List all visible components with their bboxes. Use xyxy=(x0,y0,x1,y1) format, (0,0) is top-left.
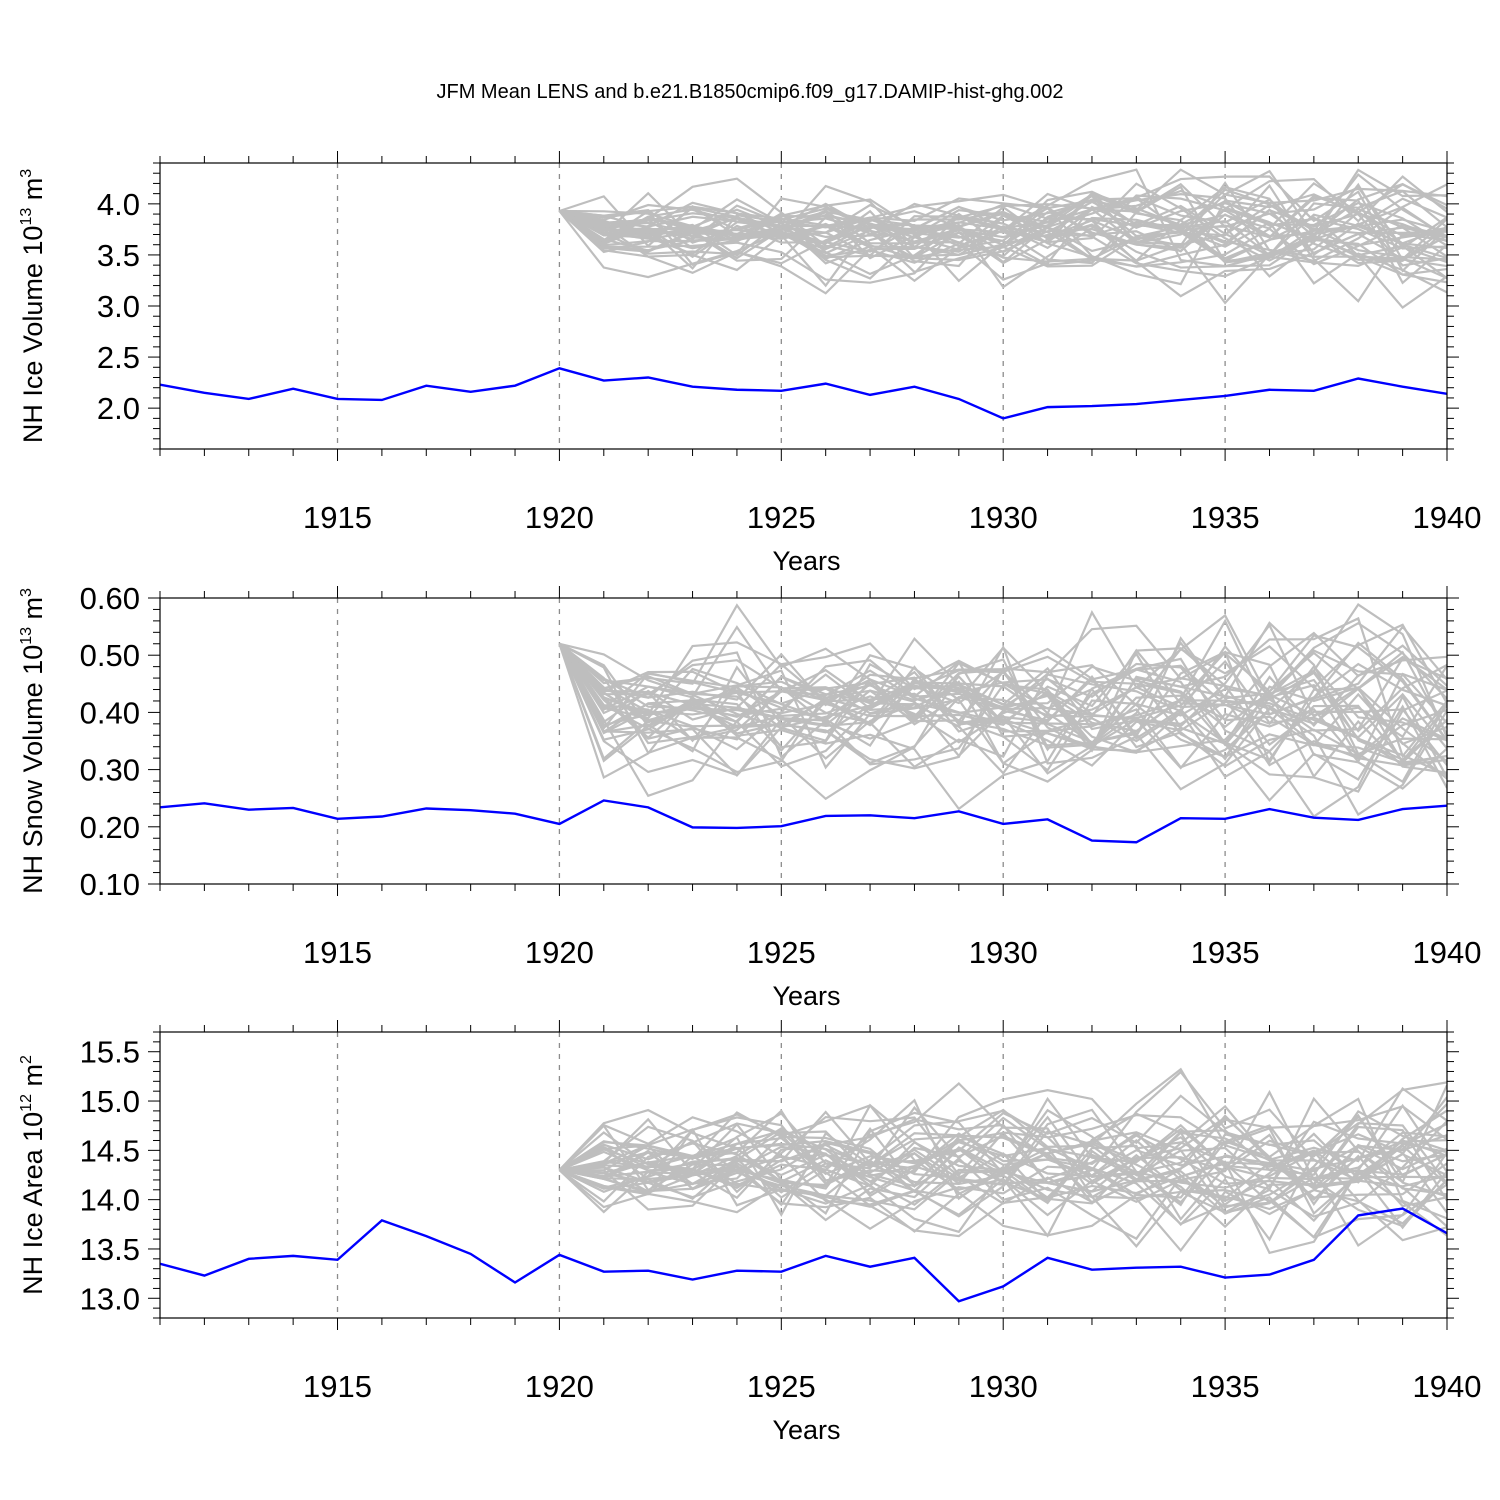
x-tick-label: 1925 xyxy=(747,935,816,970)
y-tick-label: 3.0 xyxy=(97,289,140,324)
ensemble-member-line xyxy=(558,194,1447,258)
ensemble-member-line xyxy=(559,1067,1447,1218)
y-axis-title-part: 3 xyxy=(18,169,35,178)
y-tick-label: 2.0 xyxy=(97,391,140,426)
x-tick-label: 1925 xyxy=(747,1369,816,1404)
x-tick-label: 1940 xyxy=(1413,500,1482,535)
ensemble-member-line xyxy=(558,183,1447,264)
ensemble-lines xyxy=(558,168,1447,310)
y-tick-label: 14.5 xyxy=(80,1133,140,1168)
ensemble-member-line xyxy=(559,1130,1447,1238)
x-tick-label: 1930 xyxy=(969,935,1038,970)
y-axis-title-part: 3 xyxy=(18,588,35,597)
ensemble-member-line xyxy=(559,197,1447,310)
ensemble-member-line xyxy=(558,643,1447,770)
x-tick-label: 1920 xyxy=(525,500,594,535)
ensemble-member-line xyxy=(558,616,1447,759)
y-axis-title-part: NH Ice Volume 10 xyxy=(18,226,48,444)
x-axis-title: Years xyxy=(772,981,840,1011)
y-tick-label: 13.0 xyxy=(80,1281,140,1316)
y-axis-title: NH Snow Volume 1013 m3 xyxy=(18,588,48,894)
ensemble-member-line xyxy=(558,641,1447,801)
ensemble-member-line xyxy=(558,210,1447,272)
ensemble-lines xyxy=(558,1067,1447,1255)
plot-frame xyxy=(159,597,1448,885)
y-axis-title-part: 2 xyxy=(18,1055,35,1064)
y-tick-label: 2.5 xyxy=(97,340,140,375)
x-tick-label: 1935 xyxy=(1191,935,1260,970)
x-axis-title: Years xyxy=(772,1415,840,1445)
ensemble-member-line xyxy=(559,1153,1447,1255)
y-tick-label: 15.5 xyxy=(80,1035,140,1070)
y-axis-title-part: NH Snow Volume 10 xyxy=(18,645,48,894)
y-tick-label: 3.5 xyxy=(97,238,140,273)
y-tick-label: 0.10 xyxy=(80,867,140,902)
ensemble-member-line xyxy=(558,1111,1447,1187)
ensemble-member-line xyxy=(558,609,1447,775)
ensemble-member-line xyxy=(558,623,1447,772)
x-tick-label: 1940 xyxy=(1413,935,1482,970)
y-tick-label: 13.5 xyxy=(80,1232,140,1267)
panel-2: 1915 1920 1925 1930 1935 1940 0.10 0.20 0.30 0.40… xyxy=(18,581,1481,1011)
ensemble-member-line xyxy=(558,193,1447,286)
ensemble-lines xyxy=(558,603,1447,818)
x-tick-label: 1935 xyxy=(1191,500,1260,535)
y-tick-label: 0.20 xyxy=(80,810,140,845)
experiment-series-line xyxy=(160,799,1447,844)
ensemble-member-line xyxy=(559,191,1447,264)
panel-3: 1915 1920 1925 1930 1935 1940 13.0 13.5 14.0 14.5… xyxy=(18,1020,1481,1445)
x-tick-label: 1930 xyxy=(969,1369,1038,1404)
y-axis-title: NH Ice Volume 1013 m3 xyxy=(18,169,48,443)
ensemble-member-line xyxy=(558,643,1447,777)
ensemble-member-line xyxy=(558,643,1447,765)
ensemble-member-line xyxy=(558,643,1447,811)
x-tick-label: 1915 xyxy=(303,935,372,970)
y-tick-label: 0.50 xyxy=(80,638,140,673)
panel-1: 1915 1920 1925 1930 1935 1940 2.0 2.5 3.0 3.5 4.0 Y… xyxy=(18,151,1481,576)
x-tick-label: 1940 xyxy=(1413,1369,1482,1404)
x-tick-label: 1930 xyxy=(969,500,1038,535)
y-axis-title-part: m xyxy=(18,1064,48,1094)
ensemble-member-line xyxy=(559,1110,1447,1226)
x-tick-label: 1915 xyxy=(303,1369,372,1404)
x-tick-label: 1915 xyxy=(303,500,372,535)
y-tick-label: 15.0 xyxy=(80,1084,140,1119)
ensemble-member-line xyxy=(558,1070,1447,1214)
y-axis-title-part: m xyxy=(18,178,48,208)
y-axis-title: NH Ice Area 1012 m2 xyxy=(18,1055,48,1295)
ensemble-member-line xyxy=(558,1165,1447,1253)
ensemble-member-line xyxy=(558,642,1447,769)
experiment-series-line xyxy=(160,367,1447,420)
x-tick-label: 1920 xyxy=(525,1369,594,1404)
ensemble-member-line xyxy=(558,189,1447,283)
experiment-series-line xyxy=(160,1207,1447,1303)
ensemble-member-line xyxy=(558,1098,1447,1248)
x-tick-label: 1925 xyxy=(747,500,816,535)
y-tick-label: 0.40 xyxy=(80,695,140,730)
x-tick-label: 1920 xyxy=(525,935,594,970)
ensemble-member-line xyxy=(558,641,1447,802)
y-tick-label: 14.0 xyxy=(80,1183,140,1218)
plot-frame xyxy=(159,1031,1448,1319)
ensemble-member-line xyxy=(558,603,1447,754)
x-tick-label: 1935 xyxy=(1191,1369,1260,1404)
y-axis-title-part: 13 xyxy=(18,208,35,226)
y-tick-label: 0.60 xyxy=(80,581,140,616)
y-tick-label: 0.30 xyxy=(80,753,140,788)
figure-title: JFM Mean LENS and b.e21.B1850cmip6.f09_g… xyxy=(436,81,1063,103)
y-axis-title-part: NH Ice Area 10 xyxy=(18,1112,48,1295)
x-axis-title: Years xyxy=(772,546,840,576)
ensemble-member-line xyxy=(558,631,1447,747)
y-axis-title-part: 12 xyxy=(18,1094,35,1112)
y-axis-title-part: m xyxy=(18,597,48,627)
y-tick-label: 4.0 xyxy=(97,187,140,222)
ensemble-member-line xyxy=(558,198,1447,268)
ensemble-member-line xyxy=(558,642,1447,765)
y-axis-title-part: 13 xyxy=(18,627,35,645)
